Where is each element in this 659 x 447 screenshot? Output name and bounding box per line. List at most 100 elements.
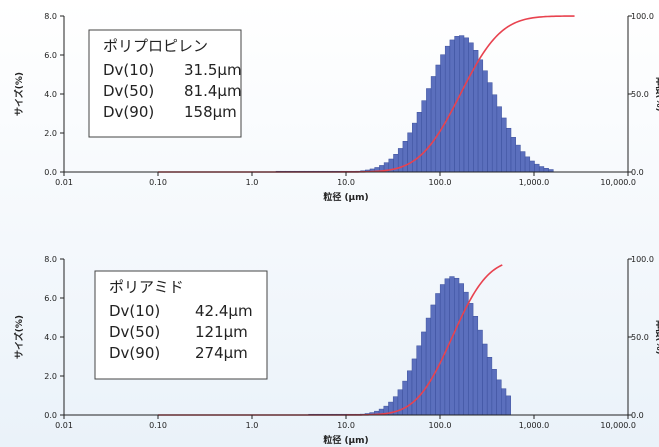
stats-box-frame bbox=[88, 29, 242, 138]
histogram-bar bbox=[444, 45, 451, 173]
y2-axis-label: 体積(%) bbox=[654, 76, 659, 111]
histogram-bar bbox=[416, 345, 422, 416]
histogram-bar bbox=[501, 388, 507, 416]
stat-value: 42.4μm bbox=[195, 302, 253, 320]
histogram-bar bbox=[477, 59, 484, 173]
histogram-bar bbox=[515, 144, 521, 173]
histogram-bar bbox=[477, 329, 483, 416]
y-tick-label: 0.0 bbox=[44, 168, 57, 177]
y2-tick-label: 100.0 bbox=[631, 255, 654, 264]
histogram-bar bbox=[505, 395, 511, 416]
stats-box-frame bbox=[94, 270, 268, 380]
histogram-bar bbox=[472, 316, 479, 416]
x-tick-label: 10.0 bbox=[337, 421, 355, 430]
histogram-bar bbox=[534, 163, 540, 173]
histogram-bar bbox=[449, 276, 455, 416]
stat-label: Dv(90) bbox=[109, 344, 160, 362]
histogram-bar bbox=[426, 88, 432, 173]
chart-panel-2: 0.0 2.0 4.0 6.0 8.0 0.0 50.0 100.0 0.01 0.10 1.0 10… bbox=[13, 255, 659, 446]
y2-axis-label: 体積(%) bbox=[654, 319, 659, 354]
x-tick-label: 1,000.0 bbox=[519, 421, 550, 430]
histogram-bar bbox=[482, 343, 488, 416]
x-tick-label: 0.01 bbox=[55, 421, 73, 430]
histogram-bar bbox=[496, 106, 502, 173]
histogram-bar bbox=[529, 160, 535, 173]
histogram-bar bbox=[468, 303, 474, 416]
x-tick-label: 0.01 bbox=[55, 178, 73, 187]
y-tick-label: 8.0 bbox=[44, 12, 57, 21]
y-axis-label: サイズ(%) bbox=[13, 315, 25, 359]
y2-tick-label: 0.0 bbox=[631, 411, 644, 420]
x-tick-label: 1.0 bbox=[246, 421, 259, 430]
histogram-bar bbox=[402, 141, 408, 173]
histogram-bar bbox=[468, 42, 474, 173]
x-axis-label: 粒径 (μm) bbox=[323, 434, 368, 446]
y-tick-label: 6.0 bbox=[44, 294, 57, 303]
histogram-bar bbox=[435, 293, 441, 416]
x-tick-label: 0.10 bbox=[149, 178, 167, 187]
stat-label: Dv(50) bbox=[109, 323, 160, 341]
y-axis-label: サイズ(%) bbox=[13, 72, 25, 116]
histogram-bar bbox=[459, 35, 465, 173]
histogram-bar bbox=[430, 76, 437, 173]
stats-box: ポリプロピレン Dv(10) 31.5μm Dv(50) 81.4μm Dv(90) 158… bbox=[88, 29, 242, 138]
y-tick-label: 8.0 bbox=[44, 255, 57, 264]
histogram-bar bbox=[416, 112, 422, 173]
material-title: ポリアミド bbox=[109, 278, 184, 296]
histogram-bar bbox=[501, 117, 507, 173]
x-tick-label: 10,000.0 bbox=[600, 421, 636, 430]
histogram-bar bbox=[440, 54, 446, 173]
y-tick-label: 6.0 bbox=[44, 51, 57, 60]
y2-tick-label: 50.0 bbox=[631, 90, 649, 99]
stat-value: 274μm bbox=[195, 344, 248, 362]
y-tick-label: 0.0 bbox=[44, 411, 57, 420]
stat-label: Dv(50) bbox=[103, 82, 154, 100]
stat-label: Dv(90) bbox=[103, 103, 154, 121]
histogram-bar bbox=[430, 304, 436, 416]
x-tick-label: 10.0 bbox=[337, 178, 355, 187]
histogram-bar bbox=[491, 369, 497, 416]
histogram-bar bbox=[439, 284, 446, 416]
histogram-bar bbox=[421, 331, 427, 416]
histogram-bar bbox=[458, 283, 464, 416]
histogram-bar bbox=[407, 370, 413, 416]
histogram-bar bbox=[425, 317, 432, 416]
stat-value: 158μm bbox=[184, 103, 237, 121]
stat-value: 31.5μm bbox=[184, 61, 242, 79]
x-tick-label: 100.0 bbox=[429, 421, 452, 430]
histogram-bar bbox=[435, 64, 441, 173]
y2-tick-label: 50.0 bbox=[631, 333, 649, 342]
y-tick-label: 2.0 bbox=[44, 129, 57, 138]
histogram-bar bbox=[402, 380, 408, 416]
material-title: ポリプロピレン bbox=[103, 37, 208, 55]
stat-value: 121μm bbox=[195, 323, 248, 341]
histogram-bar bbox=[506, 127, 512, 173]
histogram-bar bbox=[407, 132, 413, 173]
x-tick-label: 100.0 bbox=[429, 178, 452, 187]
y-tick-label: 4.0 bbox=[44, 333, 57, 342]
y-tick-label: 2.0 bbox=[44, 372, 57, 381]
histogram-bar bbox=[421, 100, 427, 173]
histogram-bar bbox=[520, 151, 526, 173]
y2-tick-label: 100.0 bbox=[631, 12, 654, 21]
histogram-bar bbox=[482, 70, 488, 173]
histogram-bar bbox=[538, 166, 545, 173]
histogram-bar bbox=[524, 156, 531, 173]
stat-value: 81.4μm bbox=[184, 82, 242, 100]
histogram-bar bbox=[510, 137, 516, 173]
histogram-bar bbox=[487, 82, 493, 173]
x-axis-label: 粒径 (μm) bbox=[323, 191, 368, 203]
stat-label: Dv(10) bbox=[109, 302, 160, 320]
histogram-bar bbox=[486, 357, 493, 416]
histogram-bar bbox=[463, 37, 469, 173]
histogram-bar bbox=[411, 358, 417, 416]
histogram-bar bbox=[543, 168, 549, 173]
stat-label: Dv(10) bbox=[103, 61, 154, 79]
histogram-bar bbox=[412, 122, 418, 173]
histogram-bars bbox=[275, 35, 554, 173]
x-tick-label: 10,000.0 bbox=[600, 178, 636, 187]
histogram-bar bbox=[496, 379, 502, 416]
histogram-bar bbox=[491, 94, 498, 173]
x-tick-label: 0.10 bbox=[149, 421, 167, 430]
